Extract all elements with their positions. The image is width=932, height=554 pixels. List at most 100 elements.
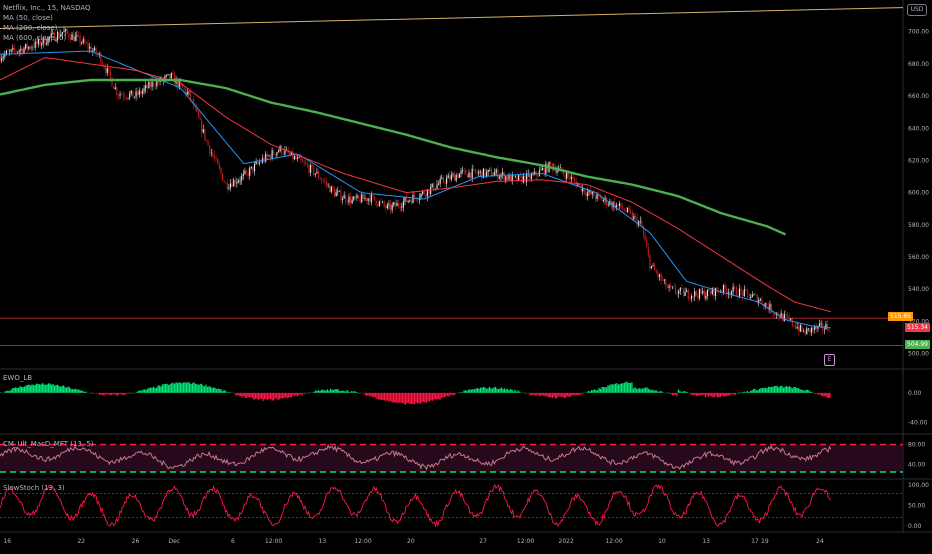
candle-body[interactable] — [243, 174, 244, 176]
candle-body[interactable] — [464, 170, 465, 171]
candle-body[interactable] — [232, 183, 233, 186]
candle-body[interactable] — [270, 155, 271, 158]
candle-body[interactable] — [688, 291, 689, 299]
candle-body[interactable] — [102, 64, 103, 66]
candle-body[interactable] — [119, 94, 120, 95]
candle-body[interactable] — [761, 299, 762, 304]
candle-body[interactable] — [126, 98, 127, 99]
candle-body[interactable] — [524, 176, 525, 182]
candle-body[interactable] — [223, 181, 224, 182]
candle-body[interactable] — [195, 107, 196, 108]
candle-body[interactable] — [108, 68, 109, 71]
candle-body[interactable] — [384, 202, 385, 206]
candle-body[interactable] — [809, 328, 810, 332]
candle-body[interactable] — [408, 201, 409, 202]
candle-body[interactable] — [665, 279, 666, 287]
candle-body[interactable] — [785, 314, 786, 315]
candle-body[interactable] — [667, 287, 668, 288]
candle-body[interactable] — [169, 74, 170, 78]
candle-body[interactable] — [569, 176, 570, 179]
legend-ma50[interactable]: MA (50, close) — [3, 13, 91, 23]
candle-body[interactable] — [582, 188, 583, 191]
candle-body[interactable] — [217, 159, 218, 164]
candle-body[interactable] — [491, 170, 492, 176]
candle-body[interactable] — [198, 112, 199, 118]
candle-body[interactable] — [3, 57, 4, 59]
symbol-title[interactable]: Netflix, Inc., 15, NASDAQ — [3, 3, 91, 13]
candle-body[interactable] — [172, 73, 173, 74]
candle-body[interactable] — [696, 291, 697, 295]
candle-body[interactable] — [374, 196, 375, 201]
candle-body[interactable] — [227, 183, 228, 189]
candle-body[interactable] — [603, 200, 604, 201]
candle-body[interactable] — [199, 118, 200, 120]
candle-body[interactable] — [215, 158, 216, 159]
candle-body[interactable] — [542, 168, 543, 170]
candle-body[interactable] — [563, 172, 564, 175]
candle-body[interactable] — [336, 192, 337, 196]
candle-body[interactable] — [131, 91, 132, 94]
candle-body[interactable] — [417, 200, 418, 201]
candle-body[interactable] — [276, 152, 277, 155]
candle-body[interactable] — [147, 85, 148, 88]
candle-body[interactable] — [371, 194, 372, 202]
candle-body[interactable] — [420, 194, 421, 198]
candle-body[interactable] — [360, 198, 361, 202]
candle-body[interactable] — [150, 82, 151, 87]
candle-body[interactable] — [689, 298, 690, 299]
candle-body[interactable] — [12, 48, 13, 50]
candle-body[interactable] — [465, 170, 466, 174]
candle-body[interactable] — [566, 173, 567, 179]
candle-body[interactable] — [166, 75, 167, 76]
candle-body[interactable] — [744, 289, 745, 296]
candle-body[interactable] — [25, 44, 26, 48]
candle-body[interactable] — [46, 44, 47, 45]
candle-body[interactable] — [473, 169, 474, 170]
candle-body[interactable] — [497, 169, 498, 178]
candle-body[interactable] — [467, 175, 468, 178]
candle-body[interactable] — [0, 56, 1, 61]
candle-body[interactable] — [648, 247, 649, 255]
candle-body[interactable] — [30, 47, 31, 49]
candle-body[interactable] — [187, 92, 188, 94]
candle-body[interactable] — [121, 94, 122, 95]
candle-body[interactable] — [312, 165, 313, 167]
candle-body[interactable] — [233, 180, 234, 187]
candle-body[interactable] — [212, 153, 213, 156]
candle-body[interactable] — [707, 289, 708, 295]
candle-body[interactable] — [470, 173, 471, 179]
candle-body[interactable] — [145, 85, 146, 88]
candle-body[interactable] — [355, 197, 356, 199]
candle-body[interactable] — [20, 49, 21, 51]
candle-body[interactable] — [393, 202, 394, 204]
candle-body[interactable] — [731, 292, 732, 295]
candle-body[interactable] — [805, 331, 806, 334]
candle-body[interactable] — [822, 323, 823, 329]
candle-body[interactable] — [585, 193, 586, 196]
candle-body[interactable] — [412, 195, 413, 203]
candle-body[interactable] — [33, 48, 34, 49]
candle-body[interactable] — [668, 286, 669, 288]
candle-body[interactable] — [438, 184, 439, 185]
candle-body[interactable] — [811, 328, 812, 333]
candle-body[interactable] — [443, 178, 444, 183]
candle-body[interactable] — [148, 82, 149, 88]
candle-body[interactable] — [694, 291, 695, 296]
candle-body[interactable] — [377, 205, 378, 206]
candle-body[interactable] — [654, 265, 655, 270]
candle-body[interactable] — [571, 177, 572, 179]
candle-body[interactable] — [680, 288, 681, 291]
candle-body[interactable] — [294, 156, 295, 159]
candle-body[interactable] — [789, 317, 790, 320]
candle-body[interactable] — [440, 179, 441, 184]
candle-body[interactable] — [798, 327, 799, 331]
candle-body[interactable] — [171, 73, 172, 78]
candle-body[interactable] — [179, 81, 180, 87]
candle-body[interactable] — [646, 241, 647, 247]
candle-body[interactable] — [134, 97, 135, 98]
candle-body[interactable] — [257, 162, 258, 163]
candle-body[interactable] — [697, 295, 698, 298]
candle-body[interactable] — [414, 195, 415, 198]
candle-body[interactable] — [480, 171, 481, 172]
candle-body[interactable] — [627, 208, 628, 212]
